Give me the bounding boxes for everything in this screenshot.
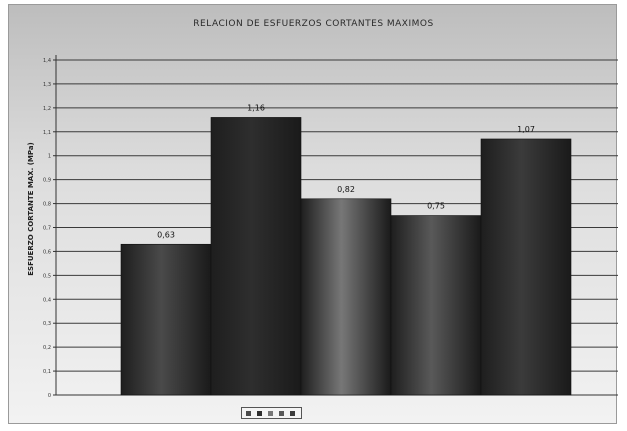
- plot-area: 0 0,1 0,2 0,3 0,4 0,5 0,6 0,7 0,8 0,9 1 1,1 1,2 1,3 1,…: [43, 55, 618, 399]
- legend-swatch: [290, 410, 295, 416]
- legend-item: [290, 410, 297, 416]
- legend-item: [246, 410, 253, 416]
- y-tick-label: 1: [48, 154, 51, 160]
- y-tick-label: 0,2: [43, 345, 51, 351]
- y-tick-label: 1,3: [43, 82, 51, 88]
- data-label: 0,75: [427, 202, 445, 211]
- y-tick-label: 0,9: [43, 178, 51, 184]
- y-tick-label: 0,1: [43, 369, 51, 375]
- data-label: 1,16: [247, 103, 265, 112]
- bar: [300, 198, 392, 396]
- y-tick-label: 0,7: [43, 226, 51, 232]
- data-label: 1,07: [517, 125, 535, 134]
- legend-swatch: [268, 410, 273, 416]
- legend-swatch: [246, 410, 251, 416]
- legend-item: [257, 410, 264, 416]
- data-label: 0,82: [337, 185, 355, 194]
- data-label: 0,63: [157, 230, 175, 239]
- bar: [210, 117, 302, 396]
- legend-swatch: [279, 410, 284, 416]
- y-tick-label: 0,8: [43, 202, 51, 208]
- legend-item: [279, 410, 286, 416]
- legend-swatch: [257, 410, 262, 416]
- y-tick-label: 0: [48, 393, 51, 399]
- bar: [390, 215, 482, 396]
- y-tick-label: 1,1: [43, 130, 51, 136]
- bar: [120, 243, 212, 396]
- bar: [480, 138, 572, 396]
- y-tick-label: 0,3: [43, 321, 51, 327]
- legend: [241, 407, 302, 419]
- y-tick-label: 1,2: [43, 106, 51, 112]
- y-tick-label: 0,6: [43, 249, 51, 255]
- chart-title: RELACION DE ESFUERZOS CORTANTES MAXIMOS: [193, 19, 434, 29]
- y-tick-label: 0,4: [43, 297, 51, 303]
- y-tick-label: 0,5: [43, 273, 51, 279]
- chart-frame: RELACION DE ESFUERZOS CORTANTES MAXIMOS …: [8, 4, 618, 424]
- y-tick-label: 1,4: [43, 58, 51, 64]
- legend-item: [268, 410, 275, 416]
